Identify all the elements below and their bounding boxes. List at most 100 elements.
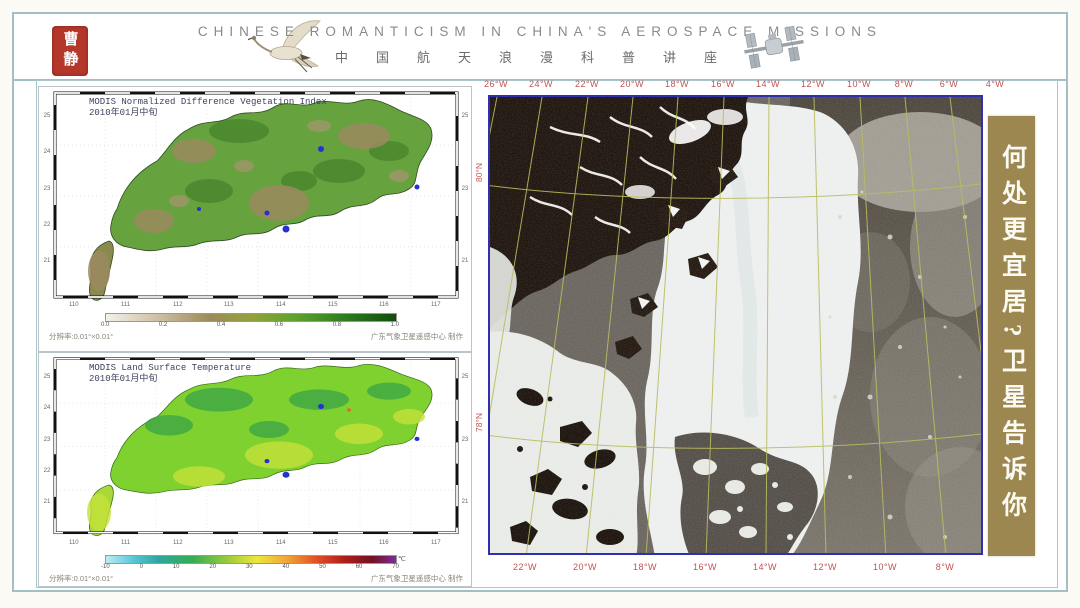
lon-label: 14°W (752, 562, 778, 572)
banner-text: 何处更宜居?卫星告诉你 (998, 144, 1026, 528)
ndvi-resolution-note: 分辨率:0.01°×0.01° (49, 332, 114, 341)
tick-label: 70 (392, 564, 399, 570)
tick-label: 113 (224, 302, 234, 308)
tick-label: 112 (173, 540, 183, 546)
tick-label: 116 (379, 540, 389, 546)
lst-map-title: MODIS Land Surface Temperature 2010年01月中旬 (89, 363, 251, 385)
lat-label: 80°N (474, 163, 484, 182)
lst-colorbar-ticks: -10 0 10 20 30 40 50 60 70 (101, 564, 399, 570)
tick-label: 23 (461, 437, 469, 443)
tick-label: 0.0 (101, 322, 110, 328)
tick-label: 21 (461, 258, 469, 264)
tick-label: 117 (431, 540, 441, 546)
lon-label: 22°W (574, 79, 600, 89)
lon-label: 20°W (572, 562, 598, 572)
tick-label: 25 (43, 374, 51, 380)
tick-label: 0.6 (274, 322, 284, 328)
lon-label: 22°W (512, 562, 538, 572)
lon-label: 6°W (939, 79, 959, 89)
lon-label: 12°W (800, 79, 826, 89)
lst-credit: 广东气象卫星遥感中心 制作 (370, 574, 463, 583)
lon-label: 8°W (894, 79, 914, 89)
tick-label: 1.0 (390, 322, 399, 328)
tick-label: 20 (209, 564, 217, 570)
tick-label: 21 (461, 499, 469, 505)
tick-label: 40 (282, 564, 290, 570)
lst-colorbar (105, 555, 397, 564)
tick-label: 113 (224, 540, 234, 546)
header-title-block: CHINESE ROMANTICISM IN CHINA'S AEROSPACE… (120, 24, 960, 66)
space-station-icon (744, 25, 804, 69)
tick-label: 30 (245, 564, 253, 570)
tick-label: 60 (355, 564, 363, 570)
tick-label: 23 (43, 186, 51, 192)
lon-label: 4°W (985, 79, 1005, 89)
ndvi-map-image (53, 91, 459, 301)
greenland-satellite-image-wrapper: 26°W 24°W 22°W 20°W 18°W 16°W 14°W 12°W … (474, 79, 1004, 572)
graticule-lines (490, 97, 981, 553)
seal-text: 曹静 (61, 31, 78, 71)
tick-label: 117 (431, 302, 441, 308)
lon-label: 18°W (664, 79, 690, 89)
tick-label: 0.4 (216, 322, 226, 328)
lon-label: 8°W (935, 562, 955, 572)
lst-map-panel: MODIS Land Surface Temperature 2010年01月中旬 (38, 352, 472, 587)
tick-label: 112 (173, 302, 183, 308)
satellite-scene (490, 97, 981, 553)
tick-label: 24 (43, 149, 51, 155)
tick-label: 115 (328, 540, 338, 546)
lon-label: 10°W (872, 562, 898, 572)
lst-title-line2: 2010年01月中旬 (89, 374, 158, 384)
tick-label: 111 (121, 540, 131, 546)
lst-title-line1: MODIS Land Surface Temperature (89, 363, 252, 373)
ndvi-title-line2: 2010年01月中旬 (89, 108, 158, 118)
tick-label: 23 (43, 437, 51, 443)
lon-label: 16°W (692, 562, 718, 572)
tick-label: 110 (69, 540, 79, 546)
lst-colorbar-unit: ℃ (398, 556, 406, 563)
tick-label: 22 (43, 222, 51, 228)
tick-label: 0 (139, 564, 143, 570)
crane-illustration (246, 14, 326, 83)
content-box (36, 80, 1058, 588)
tick-label: 10 (172, 564, 180, 570)
tick-label: 114 (276, 540, 286, 546)
title-chinese: 中国航天浪漫科普讲座 (334, 50, 745, 65)
ndvi-credit: 广东气象卫星遥感中心 制作 (370, 332, 463, 341)
lst-resolution-note: 分辨率:0.01°×0.01° (49, 574, 114, 583)
tick-label: 24 (43, 405, 51, 411)
title-english: CHINESE ROMANTICISM IN CHINA'S AEROSPACE… (197, 24, 883, 39)
crane-icon (246, 20, 321, 73)
lon-label: 18°W (632, 562, 658, 572)
vertical-title-banner: 何处更宜居?卫星告诉你 (988, 116, 1035, 556)
ndvi-colorbar (105, 313, 397, 322)
tick-label: 25 (461, 113, 469, 119)
ndvi-title-line1: MODIS Normalized Difference Vegetation I… (89, 97, 327, 107)
tick-label: 116 (379, 302, 389, 308)
tick-label: 21 (43, 499, 51, 505)
ndvi-colorbar-ticks: 0.0 0.2 0.4 0.6 0.8 1.0 (101, 322, 399, 328)
lon-label: 12°W (812, 562, 838, 572)
tick-label: 50 (319, 564, 326, 570)
lat-label: 78°N (474, 413, 484, 432)
space-station-illustration (738, 18, 810, 81)
lst-map-image (53, 357, 459, 536)
tick-label: 21 (43, 258, 51, 264)
ndvi-map-title: MODIS Normalized Difference Vegetation I… (89, 97, 327, 119)
ndvi-map-panel: MODIS Normalized Difference Vegetation I… (38, 86, 472, 352)
greenland-satellite-image (488, 95, 983, 555)
lon-label: 16°W (710, 79, 736, 89)
lon-label: 10°W (846, 79, 872, 89)
lon-label: 20°W (619, 79, 645, 89)
tick-label: 23 (461, 186, 469, 192)
lon-label: 26°W (483, 79, 509, 89)
tick-label: 0.8 (332, 322, 342, 328)
tick-label: 25 (461, 374, 469, 380)
tick-label: 25 (43, 113, 51, 119)
tick-label: 110 (69, 302, 79, 308)
tick-label: 0.2 (158, 322, 168, 328)
lon-label: 24°W (528, 79, 554, 89)
tick-label: 114 (276, 302, 286, 308)
lon-label: 14°W (755, 79, 781, 89)
